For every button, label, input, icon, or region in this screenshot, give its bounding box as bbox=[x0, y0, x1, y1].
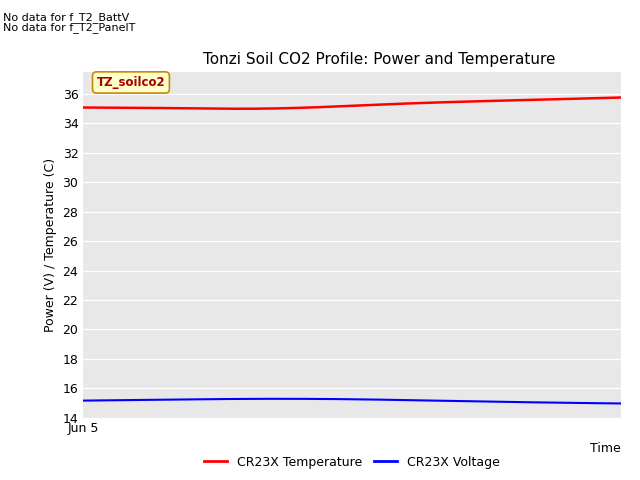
Text: Time: Time bbox=[590, 442, 621, 455]
Title: Tonzi Soil CO2 Profile: Power and Temperature: Tonzi Soil CO2 Profile: Power and Temper… bbox=[203, 52, 555, 67]
Y-axis label: Power (V) / Temperature (C): Power (V) / Temperature (C) bbox=[44, 158, 57, 332]
Text: No data for f_T2_BattV: No data for f_T2_BattV bbox=[3, 12, 129, 23]
Text: TZ_soilco2: TZ_soilco2 bbox=[97, 76, 165, 89]
Text: No data for f_T2_PanelT: No data for f_T2_PanelT bbox=[3, 22, 136, 33]
Legend: CR23X Temperature, CR23X Voltage: CR23X Temperature, CR23X Voltage bbox=[199, 451, 505, 474]
